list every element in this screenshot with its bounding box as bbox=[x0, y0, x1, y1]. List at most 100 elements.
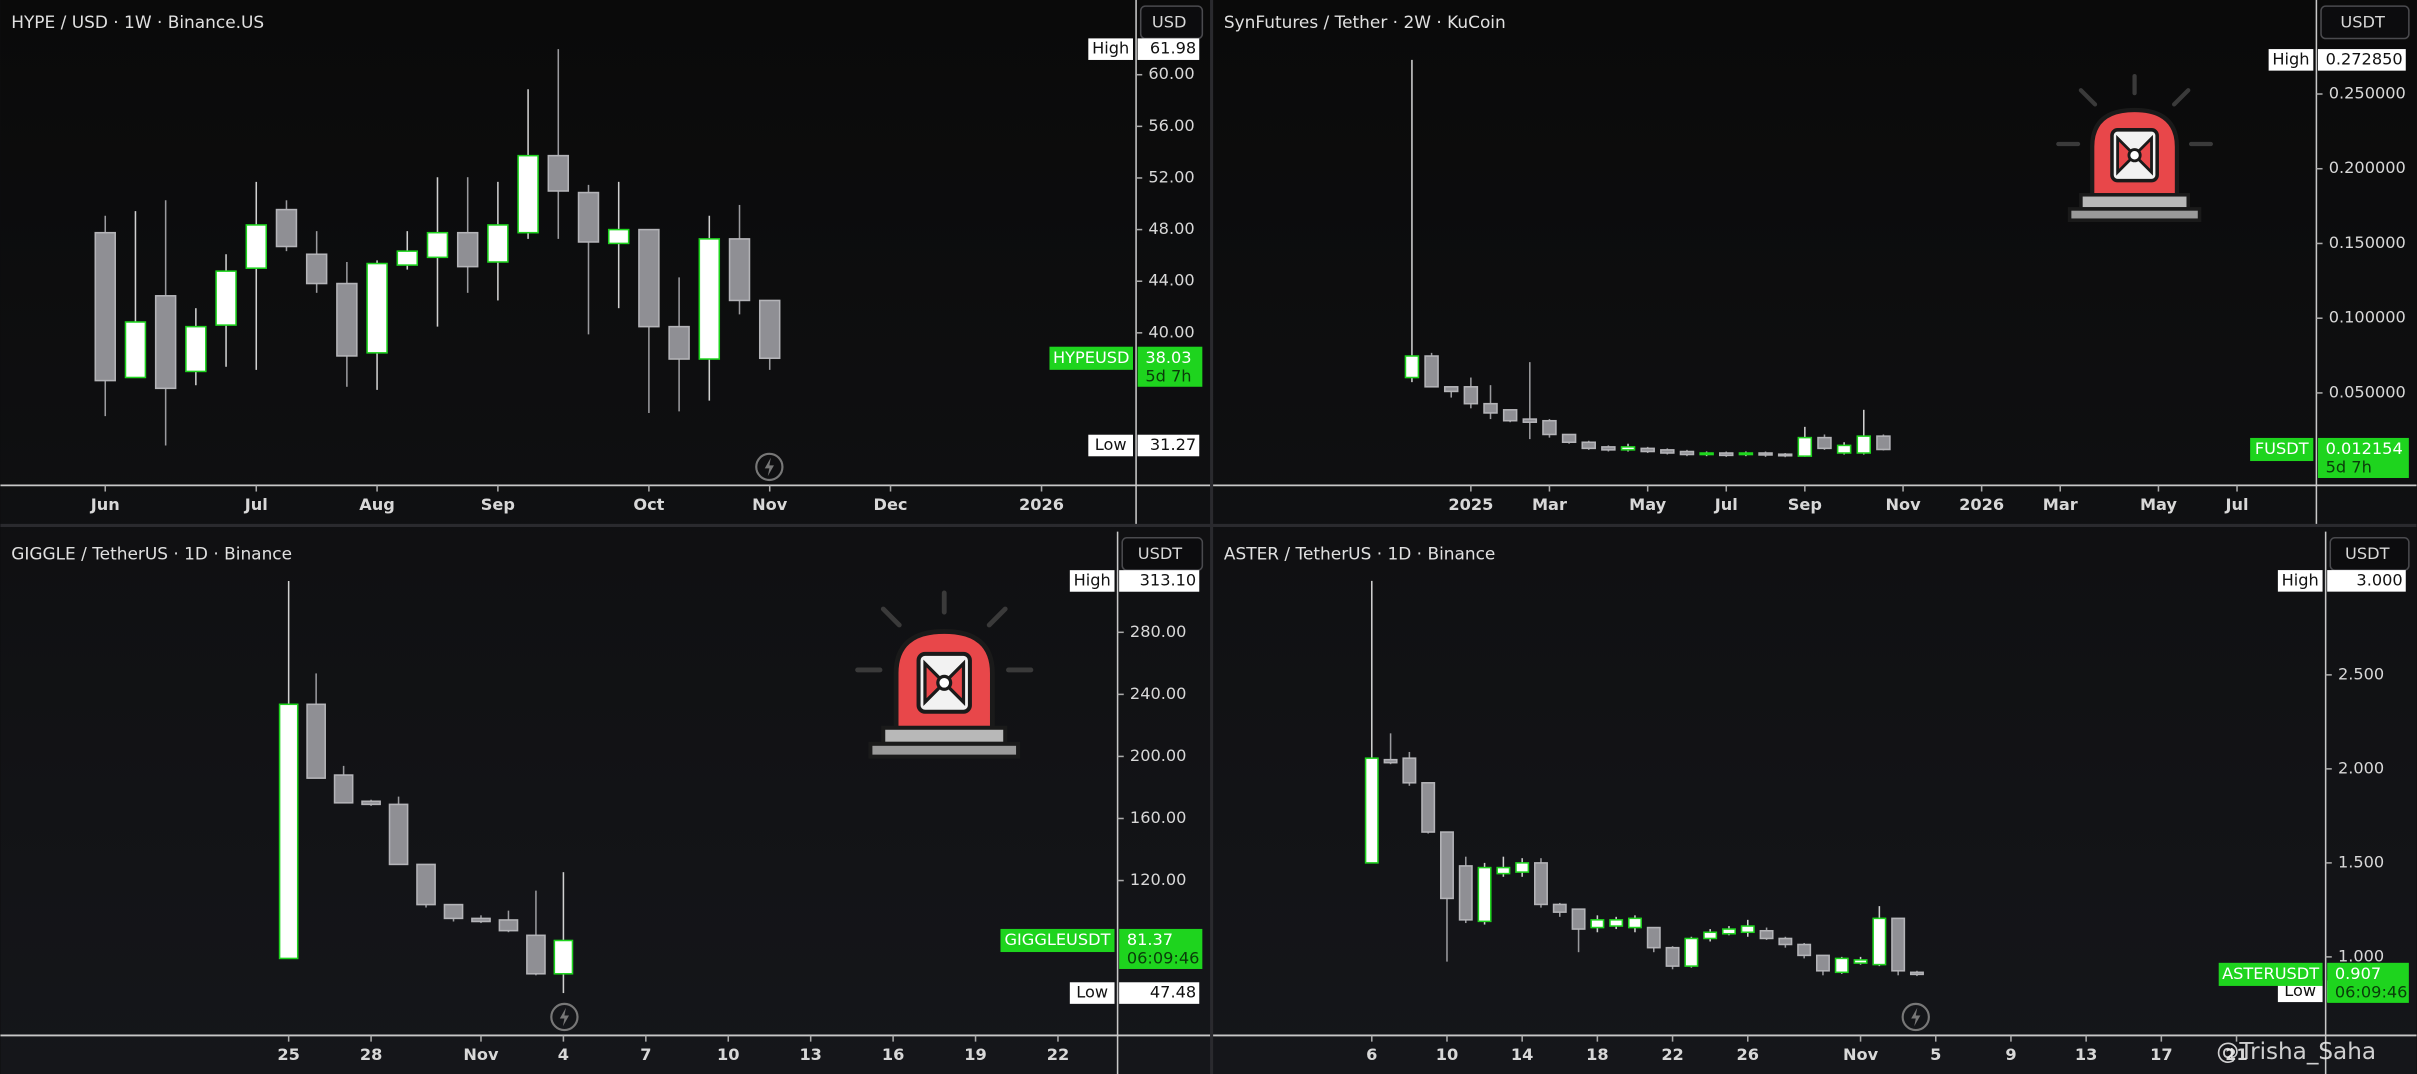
candle-body bbox=[1853, 959, 1868, 964]
countdown: 5d 7h bbox=[2326, 457, 2372, 476]
currency-label: USDT bbox=[1138, 544, 1183, 563]
marker-value-box bbox=[1137, 38, 1200, 60]
x-tick-label: 13 bbox=[2075, 1045, 2097, 1064]
y-tick-label: 0.100000 bbox=[2329, 308, 2406, 327]
candle-body bbox=[1542, 419, 1557, 436]
x-tick-label: 19 bbox=[964, 1045, 986, 1064]
candle-body bbox=[366, 262, 388, 354]
y-tick-label: 48.00 bbox=[1148, 219, 1194, 238]
candle-body bbox=[1665, 946, 1680, 967]
x-tick-label: Dec bbox=[874, 495, 908, 514]
candle-body bbox=[1561, 433, 1577, 444]
candle-body bbox=[1620, 446, 1636, 451]
x-tick-label: 7 bbox=[640, 1045, 651, 1064]
candle-body bbox=[1424, 355, 1439, 388]
chart-title: HYPE / USD · 1W · Binance.US bbox=[11, 12, 264, 32]
currency-label: USDT bbox=[2340, 13, 2385, 32]
candle-body bbox=[154, 295, 177, 390]
x-tick-label: 5 bbox=[1930, 1045, 1941, 1064]
x-tick-label: 6 bbox=[1366, 1045, 1377, 1064]
candle-body bbox=[728, 238, 751, 302]
x-tick-label: 10 bbox=[717, 1045, 739, 1064]
candle-body bbox=[1660, 449, 1675, 454]
candle-body bbox=[443, 903, 464, 920]
candle-body bbox=[361, 800, 381, 806]
candle-body bbox=[1581, 441, 1596, 450]
watermark: @Trisha_Saha bbox=[2216, 1039, 2376, 1065]
candle-body bbox=[1817, 436, 1832, 450]
countdown: 5d 7h bbox=[1145, 366, 1191, 385]
candle-body bbox=[1778, 937, 1793, 946]
candle-body bbox=[1834, 957, 1849, 974]
candle-body bbox=[1699, 452, 1714, 456]
x-tick-label: 14 bbox=[1511, 1045, 1533, 1064]
x-tick-label: 13 bbox=[799, 1045, 821, 1064]
y-tick-label: 0.050000 bbox=[2329, 382, 2406, 401]
symbol-tag bbox=[1000, 928, 1115, 953]
symbol-tag bbox=[1049, 346, 1133, 370]
marker-tag-label: Low bbox=[1095, 435, 1127, 454]
x-tick-label: 21 bbox=[2225, 1045, 2247, 1064]
candle-body bbox=[1534, 862, 1548, 906]
candle-body bbox=[1440, 831, 1454, 900]
candle-body bbox=[1719, 452, 1734, 457]
x-tick-label: Jul bbox=[244, 495, 268, 514]
candle-body bbox=[517, 154, 539, 234]
candle-body bbox=[1477, 866, 1492, 923]
chart-title: SynFutures / Tether · 2W · KuCoin bbox=[1224, 12, 1506, 32]
candle-body bbox=[1601, 446, 1616, 451]
y-tick-label: 160.00 bbox=[1130, 808, 1187, 827]
last-price-box bbox=[2317, 437, 2409, 478]
last-price: 0.012154 bbox=[2326, 439, 2403, 458]
chart-title: ASTER / TetherUS · 1D · Binance bbox=[1224, 544, 1495, 564]
candle-body bbox=[668, 325, 690, 360]
marker-value: 313.10 bbox=[1140, 570, 1197, 589]
marker-tag-label: Low bbox=[1076, 983, 1108, 1002]
marker-value-box bbox=[1119, 982, 1200, 1004]
candle-body bbox=[1552, 903, 1567, 913]
x-tick-label: 10 bbox=[1436, 1045, 1458, 1064]
y-tick-label: 280.00 bbox=[1130, 622, 1187, 641]
currency-button[interactable] bbox=[1121, 536, 1204, 571]
y-tick-label: 2.000 bbox=[2338, 758, 2384, 777]
candle-body bbox=[245, 224, 268, 269]
candle-body bbox=[333, 774, 354, 804]
candle-body bbox=[1515, 862, 1530, 873]
marker-value: 0.272850 bbox=[2326, 49, 2403, 68]
x-tick-label: 2025 bbox=[1448, 495, 1493, 514]
marker-tag bbox=[1088, 434, 1133, 457]
candle-body bbox=[305, 253, 328, 285]
y-tick-label: 1.500 bbox=[2338, 852, 2384, 871]
candle-body bbox=[1872, 917, 1887, 966]
last-price-box bbox=[1137, 346, 1203, 387]
candle-body bbox=[1364, 757, 1379, 864]
candle-body bbox=[553, 939, 574, 975]
x-tick-label: Nov bbox=[463, 1045, 499, 1064]
candle-body bbox=[1738, 452, 1754, 456]
candle-body bbox=[1496, 866, 1511, 875]
candle-body bbox=[1640, 447, 1655, 453]
candle-body bbox=[396, 250, 419, 266]
marker-value: 47.48 bbox=[1150, 983, 1196, 1002]
x-tick-label: Nov bbox=[1843, 1045, 1879, 1064]
candle-body bbox=[1383, 758, 1398, 764]
x-tick-label: 2026 bbox=[1019, 495, 1064, 514]
candle-body bbox=[456, 231, 479, 268]
candle-body bbox=[577, 191, 600, 243]
x-tick-label: Nov bbox=[752, 495, 788, 514]
x-tick-label: Aug bbox=[359, 495, 395, 514]
candle-body bbox=[1404, 355, 1420, 379]
y-tick-label: 200.00 bbox=[1130, 746, 1187, 765]
candle-body bbox=[1759, 929, 1774, 940]
x-tick-label: Nov bbox=[1885, 495, 1921, 514]
currency-button[interactable] bbox=[2320, 5, 2410, 40]
y-tick-label: 56.00 bbox=[1148, 116, 1194, 135]
marker-value: 61.98 bbox=[1150, 39, 1196, 58]
candle-body bbox=[1797, 436, 1813, 457]
candle-body bbox=[1909, 971, 1924, 976]
marker-tag bbox=[2268, 49, 2314, 71]
candle-body bbox=[1815, 954, 1830, 972]
marker-tag-label: High bbox=[1074, 570, 1111, 589]
